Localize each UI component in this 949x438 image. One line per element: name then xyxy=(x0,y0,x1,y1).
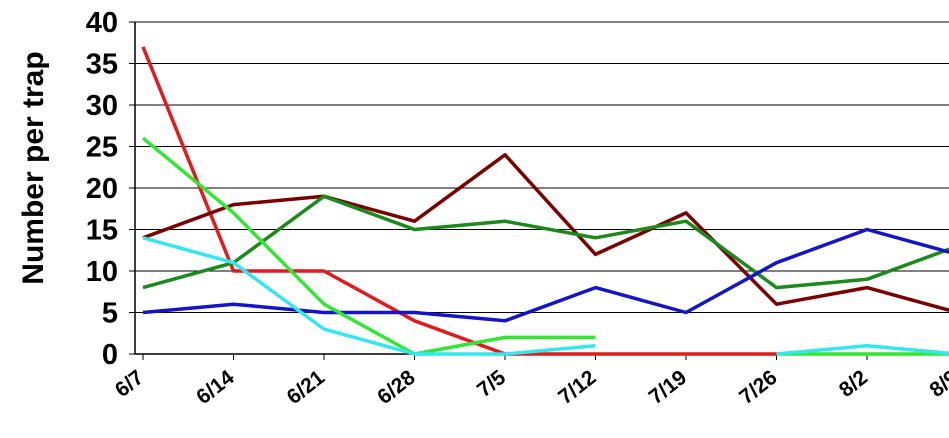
x-axis-ticks: 6/7 6/14 6/21 6/28 7/5 7/12 7/19 7/26 8/2 8/9 xyxy=(111,366,949,409)
x-tick-label: 7/5 xyxy=(473,366,510,402)
series-line-6-segment-1 xyxy=(142,236,596,356)
y-tick-label: 15 xyxy=(86,215,118,247)
series-line-4 xyxy=(142,227,949,323)
y-tick-label: 40 xyxy=(86,7,118,39)
y-tick-label: 5 xyxy=(102,298,118,330)
y-tick-label: 25 xyxy=(86,132,118,164)
x-tick-label: 6/28 xyxy=(373,366,420,409)
x-tick-label: 8/2 xyxy=(835,366,872,402)
y-tick-label: 10 xyxy=(86,256,118,288)
y-tick-label: 20 xyxy=(86,173,118,205)
x-tick-label: 6/14 xyxy=(192,366,239,409)
series-lines xyxy=(141,46,949,356)
x-tick-label: 6/21 xyxy=(283,366,330,409)
y-tick-label: 30 xyxy=(86,90,118,122)
y-tick-label: 35 xyxy=(86,49,118,81)
series-line-5-segment-1 xyxy=(141,136,596,356)
x-tick-label: 7/26 xyxy=(735,366,781,409)
series-line-1 xyxy=(141,46,777,356)
series-line-3 xyxy=(142,194,949,290)
x-tick-label: 8/9 xyxy=(925,366,949,402)
y-tick-label: 0 xyxy=(102,339,118,371)
x-tick-label: 7/12 xyxy=(554,366,600,409)
gridlines xyxy=(135,21,949,313)
series-line-6-segment-2 xyxy=(776,343,949,356)
y-axis-ticks: 0 5 10 15 20 25 30 35 40 xyxy=(86,7,118,371)
x-tick-label: 6/7 xyxy=(111,366,148,402)
x-tick-label: 7/19 xyxy=(645,366,691,409)
series-line-2 xyxy=(142,153,949,312)
y-axis-label: Number per trap xyxy=(17,51,50,284)
